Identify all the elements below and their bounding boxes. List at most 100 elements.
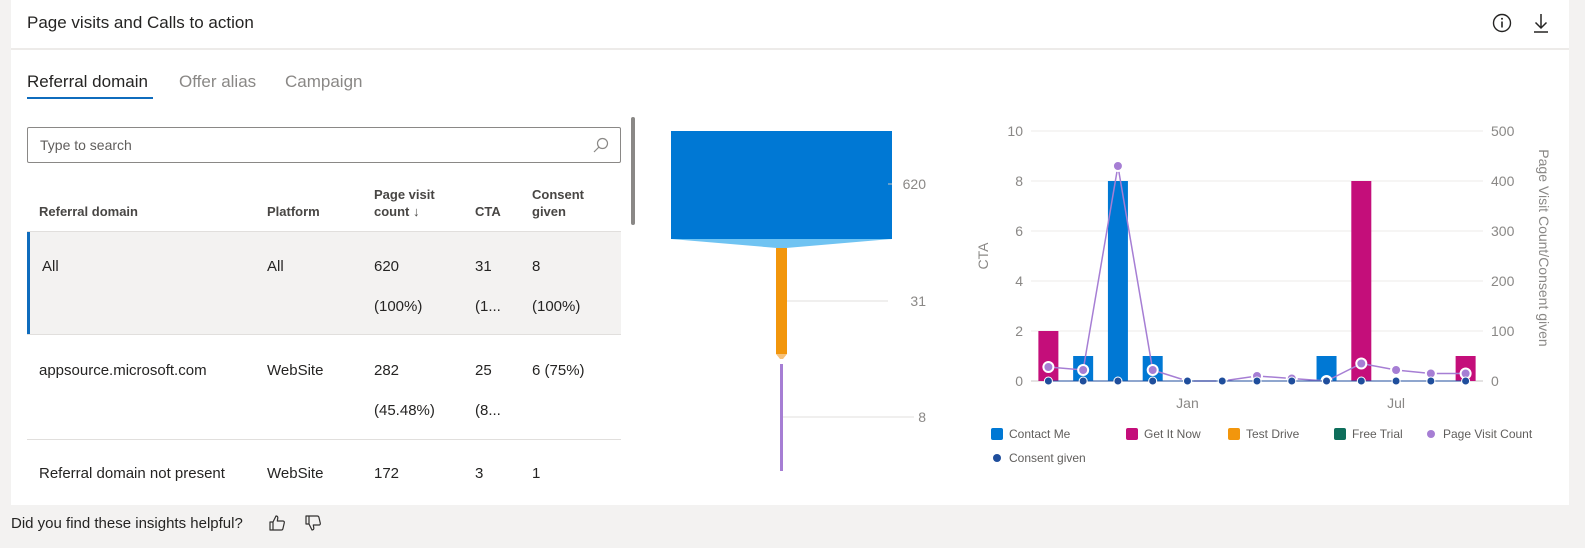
legend-label: Get It Now bbox=[1144, 427, 1201, 441]
legend-item[interactable]: Contact Me bbox=[991, 427, 1070, 441]
funnel-chart: 620 31 8 bbox=[671, 131, 926, 471]
cell-platform: WebSite bbox=[267, 362, 324, 379]
data-point bbox=[1078, 376, 1088, 386]
funnel-stage-label: 8 bbox=[918, 409, 926, 425]
y-tick-label: 10 bbox=[1007, 123, 1023, 139]
search-box bbox=[27, 127, 621, 163]
cell-visits: 282 bbox=[374, 362, 400, 379]
insights-card: Page visits and Calls to action Referral… bbox=[11, 0, 1569, 505]
table-scrollbar[interactable] bbox=[631, 117, 635, 225]
legend-swatch bbox=[993, 454, 1001, 462]
x-tick-label: Jul bbox=[1387, 395, 1405, 411]
legend-swatch bbox=[1334, 428, 1346, 440]
y-tick-label: 2 bbox=[1015, 323, 1023, 339]
legend-label: Free Trial bbox=[1352, 427, 1403, 441]
cell-domain: All bbox=[42, 258, 59, 275]
col-header-page-visit-count[interactable]: Page visit count ↓ bbox=[374, 186, 435, 220]
download-icon[interactable] bbox=[1529, 11, 1553, 35]
funnel-stage-label: 31 bbox=[910, 293, 926, 309]
cell-consent: 6 (75%) bbox=[532, 362, 585, 379]
legend-item[interactable]: Get It Now bbox=[1126, 427, 1201, 441]
y2-tick-label: 0 bbox=[1491, 373, 1499, 389]
cell-visits-pct: (45.48%) bbox=[374, 402, 435, 419]
x-tick-label: Jan bbox=[1176, 395, 1199, 411]
search-input[interactable] bbox=[28, 128, 588, 162]
data-point bbox=[1113, 376, 1123, 386]
cell-cta: 3 bbox=[475, 465, 484, 482]
data-point bbox=[1252, 376, 1262, 386]
bar bbox=[1107, 181, 1128, 381]
funnel-stage-bar bbox=[776, 248, 787, 354]
legend-swatch bbox=[1228, 428, 1240, 440]
data-point bbox=[1042, 361, 1055, 373]
legend-item[interactable]: Consent given bbox=[991, 451, 1086, 465]
cell-domain: Referral domain not present bbox=[39, 465, 225, 482]
cell-visits-pct: (100%) bbox=[374, 298, 423, 315]
thumbs-up-icon[interactable] bbox=[267, 513, 287, 533]
tab-offer-alias[interactable]: Offer alias bbox=[179, 72, 257, 91]
table-row[interactable]: All All 620 (100%) 31 (1... 8 (100%) bbox=[27, 231, 621, 335]
cell-cta: 31 bbox=[475, 258, 492, 275]
data-point bbox=[1287, 376, 1297, 386]
y2-tick-label: 100 bbox=[1491, 323, 1515, 339]
legend-label: Test Drive bbox=[1246, 427, 1300, 441]
data-point bbox=[1322, 376, 1332, 386]
cell-consent: 8 bbox=[532, 258, 541, 275]
legend-item[interactable]: Free Trial bbox=[1334, 427, 1403, 441]
table-row[interactable]: appsource.microsoft.com WebSite 282 (45.… bbox=[27, 336, 621, 440]
funnel-stage-bar bbox=[780, 364, 783, 471]
tab-campaign[interactable]: Campaign bbox=[285, 72, 363, 91]
col-header-consent-given[interactable]: Consent given bbox=[532, 186, 584, 220]
card-title: Page visits and Calls to action bbox=[27, 13, 254, 32]
data-point bbox=[1426, 376, 1436, 386]
bar bbox=[1038, 331, 1059, 381]
col-header-platform[interactable]: Platform bbox=[267, 204, 320, 219]
table-row[interactable]: Referral domain not present WebSite 172 … bbox=[27, 441, 621, 545]
legend-swatch bbox=[991, 428, 1003, 440]
y2-tick-label: 500 bbox=[1491, 123, 1515, 139]
cell-cta-pct: (8... bbox=[475, 402, 501, 419]
card-header: Page visits and Calls to action bbox=[11, 0, 1569, 50]
data-point bbox=[1390, 364, 1403, 376]
data-point bbox=[1148, 376, 1158, 386]
col-header-referral-domain[interactable]: Referral domain bbox=[39, 204, 138, 219]
feedback-question: Did you find these insights helpful? bbox=[11, 515, 243, 532]
cell-domain: appsource.microsoft.com bbox=[39, 362, 207, 379]
legend-swatch bbox=[1126, 428, 1138, 440]
thumbs-down-icon[interactable] bbox=[303, 513, 323, 533]
data-point bbox=[1043, 376, 1053, 386]
cell-platform: All bbox=[267, 258, 284, 275]
funnel-stage-bar bbox=[671, 131, 892, 239]
col-header-page-visit-line1: Page visit bbox=[374, 187, 435, 202]
data-point bbox=[1182, 376, 1192, 386]
tab-referral-domain[interactable]: Referral domain bbox=[27, 72, 148, 91]
y2-tick-label: 400 bbox=[1491, 173, 1515, 189]
cell-consent: 1 bbox=[532, 465, 541, 482]
data-point bbox=[1391, 376, 1401, 386]
y2-axis-label: Page Visit Count/Consent given bbox=[1536, 149, 1551, 346]
cell-visits: 172 bbox=[374, 465, 400, 482]
cell-cta-pct: (1... bbox=[475, 298, 501, 315]
legend-item[interactable]: Page Visit Count bbox=[1425, 427, 1532, 441]
search-icon[interactable] bbox=[592, 136, 610, 154]
cell-cta: 25 bbox=[475, 362, 492, 379]
col-header-page-visit-line2: count ↓ bbox=[374, 204, 420, 219]
legend-item[interactable]: Test Drive bbox=[1228, 427, 1299, 441]
data-point bbox=[1146, 364, 1159, 376]
y-tick-label: 6 bbox=[1015, 223, 1023, 239]
y-tick-label: 4 bbox=[1015, 273, 1023, 289]
data-point bbox=[1355, 357, 1368, 370]
bar bbox=[1316, 356, 1337, 381]
legend-label: Consent given bbox=[1009, 451, 1086, 465]
data-point bbox=[1356, 376, 1366, 386]
active-tab-indicator bbox=[27, 97, 153, 99]
y-tick-label: 0 bbox=[1015, 373, 1023, 389]
legend-swatch bbox=[1427, 430, 1435, 438]
col-header-cta[interactable]: CTA bbox=[475, 204, 501, 219]
cell-consent-pct: (100%) bbox=[532, 298, 581, 315]
bar bbox=[1351, 181, 1372, 381]
col-header-consent-line1: Consent bbox=[532, 187, 584, 202]
data-point bbox=[1461, 376, 1471, 386]
y2-tick-label: 300 bbox=[1491, 223, 1515, 239]
info-icon[interactable] bbox=[1490, 11, 1514, 35]
